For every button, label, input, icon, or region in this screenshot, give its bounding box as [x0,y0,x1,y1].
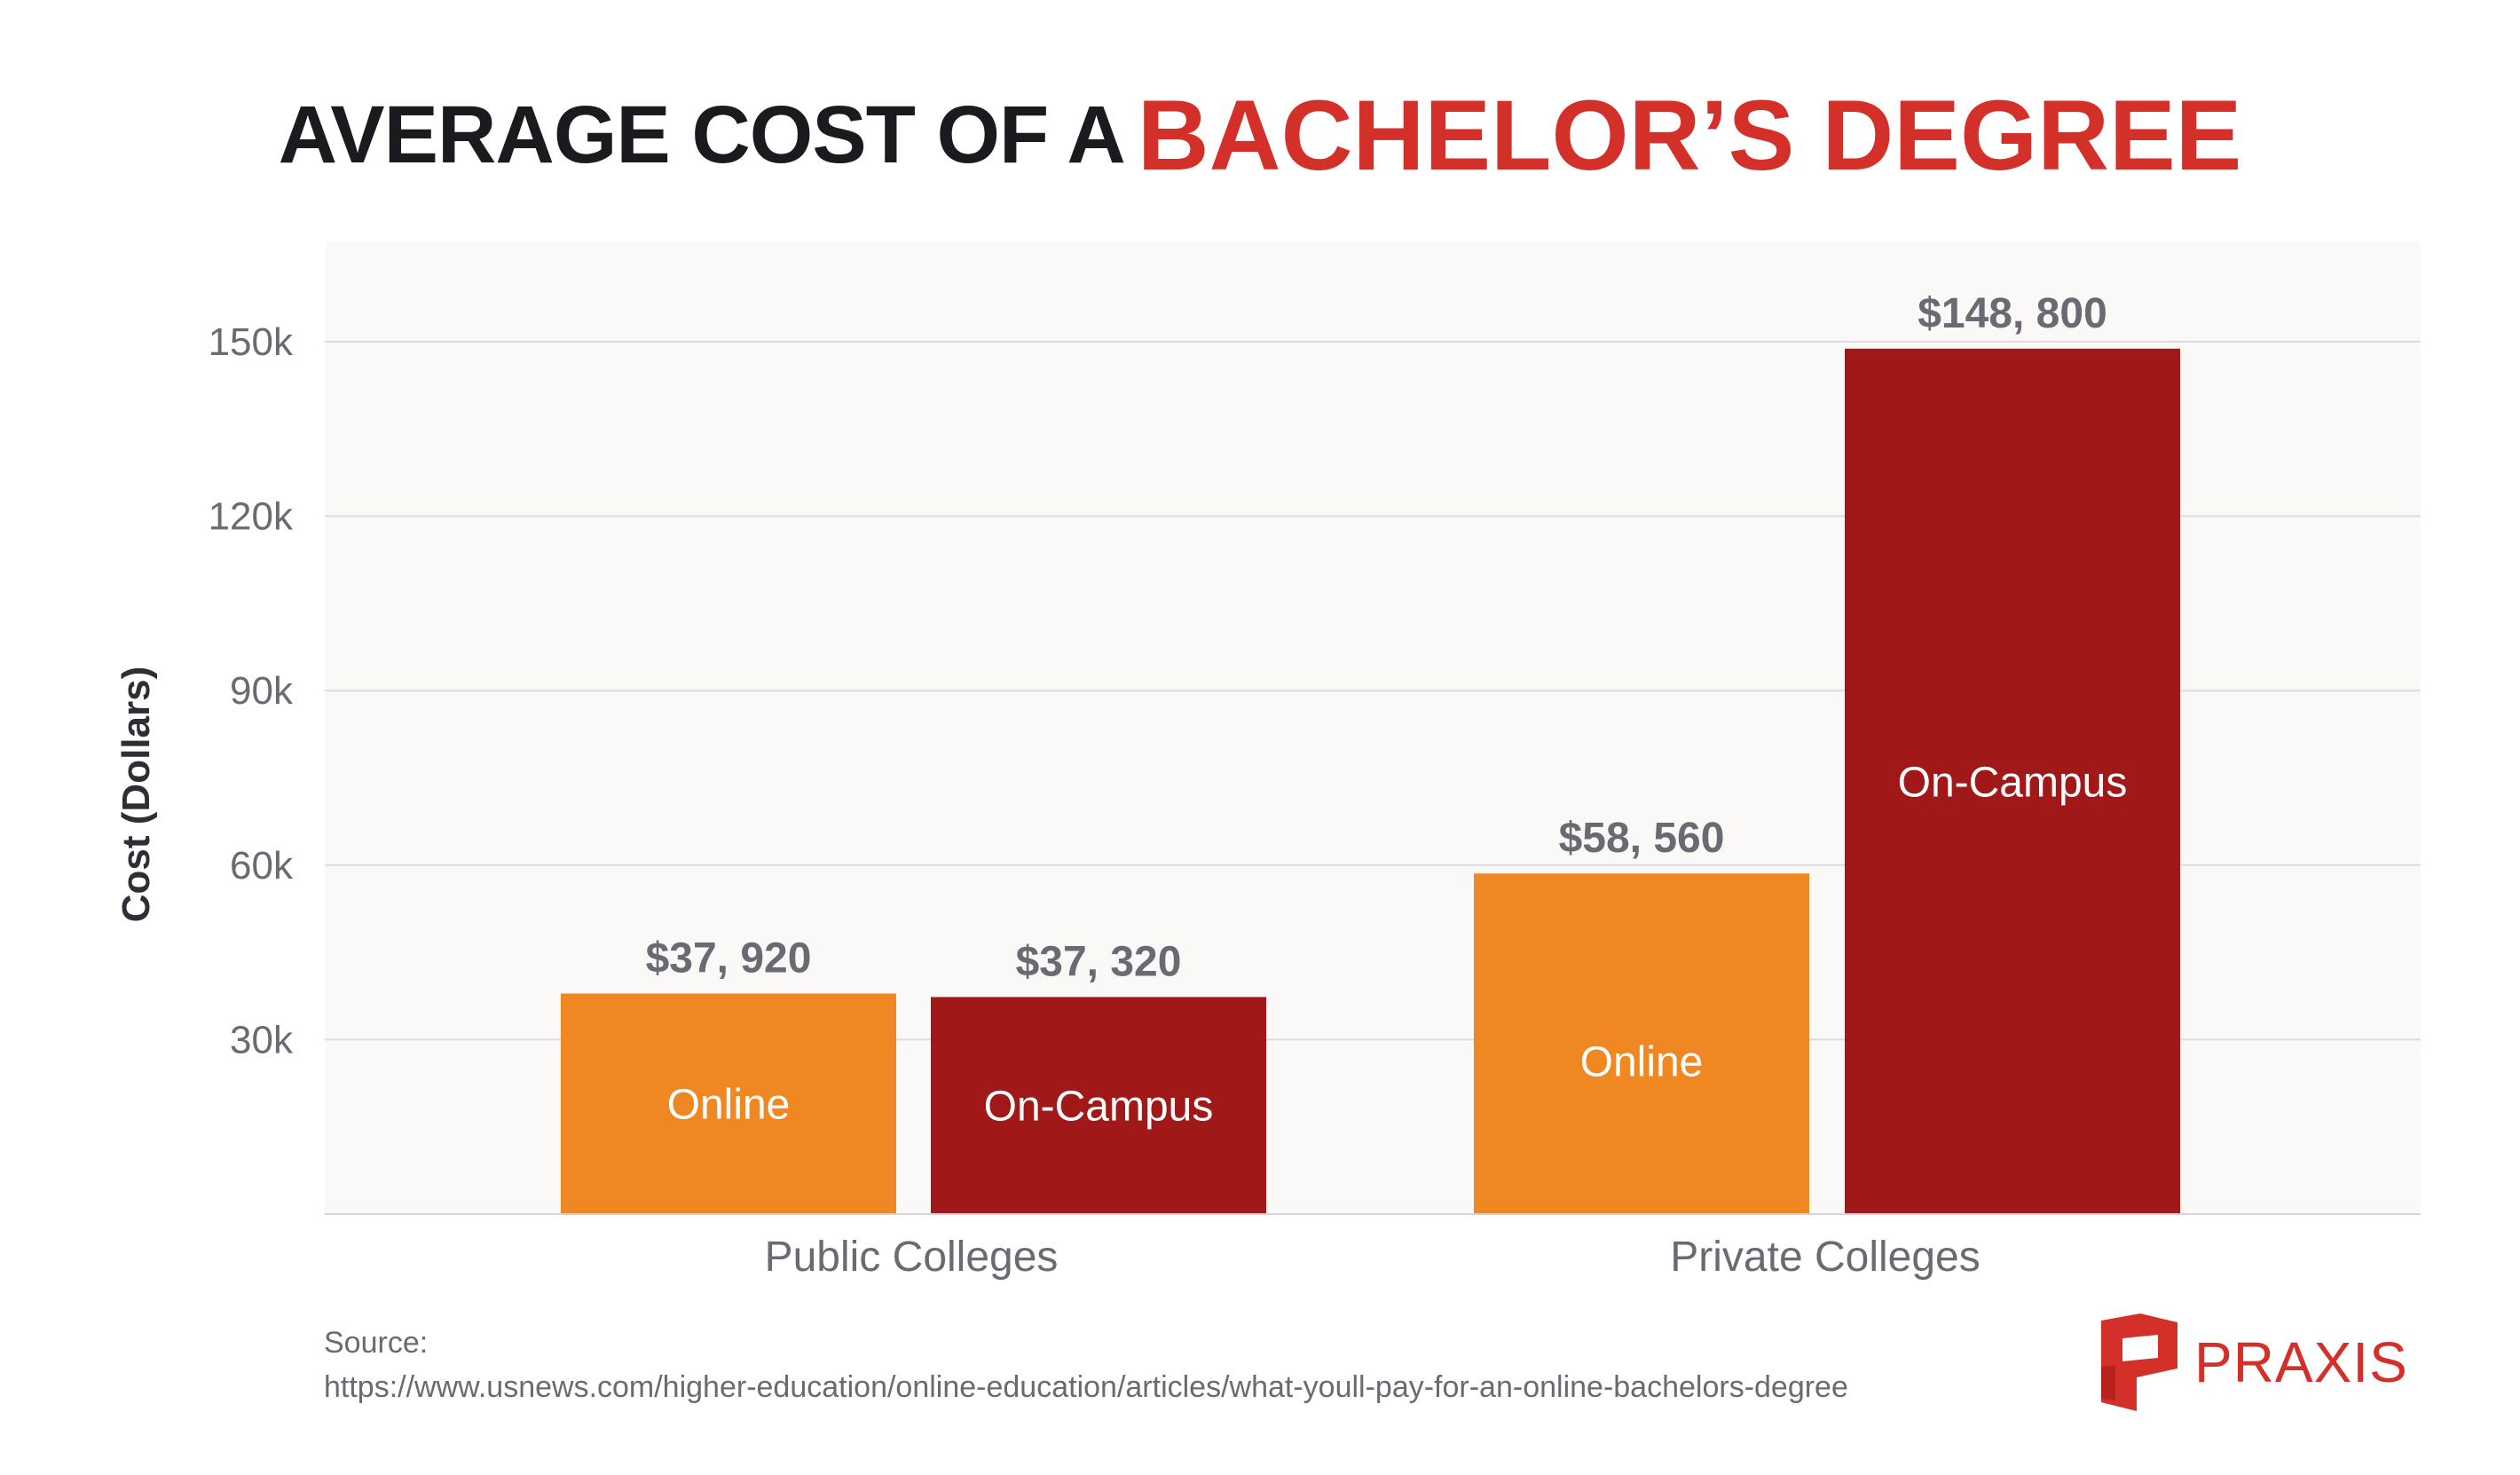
source-note: Source: https://www.usnews.com/higher-ed… [324,1321,1848,1409]
y-axis-label: Cost (Dollars) [114,667,158,922]
source-url: https://www.usnews.com/higher-education/… [324,1370,1848,1404]
bars: $37, 920 Online $58, 560 Online $37, 320 On-C… [561,290,2180,1214]
y-tick-label: 120k [209,495,294,539]
x-category-label: Public Colleges [765,1234,1059,1281]
source-label: Source: [324,1326,429,1360]
praxis-logo: PRAXIS [2096,1312,2433,1418]
x-category-label: Private Colleges [1670,1234,1981,1281]
x-axis-categories: Public Colleges Private Colleges [765,1234,1981,1281]
title-part-2: BACHELOR’S DEGREE [1137,80,2242,191]
bar-value-label: $58, 560 [1559,815,1725,862]
bar-online-public [561,993,896,1214]
chart-title: AVERAGE COST OF A BACHELOR’S DEGREE [0,78,2520,193]
title-part-1: AVERAGE COST OF A [278,90,1126,180]
bar-series-label: Online [667,1082,791,1129]
bar-on-campus-private [1845,348,2180,1214]
y-tick-label: 60k [230,844,294,887]
y-tick-label: 30k [230,1018,294,1061]
bar-series-label: On-Campus [984,1084,1214,1131]
bar-online-private [1474,873,1809,1214]
bar-value-label: $37, 320 [1016,938,1182,985]
bar-series-label: On-Campus [1898,759,2128,806]
bar-series-label: Online [1580,1038,1704,1085]
y-axis-ticks: 30k 60k 90k 120k 150k [209,320,294,1061]
praxis-logo-icon [2101,1313,2177,1411]
logo-text: PRAXIS [2194,1330,2408,1394]
y-tick-label: 150k [209,320,294,364]
bar-on-campus-public [931,997,1266,1214]
y-tick-label: 90k [230,669,294,713]
bar-value-label: $37, 920 [646,935,812,982]
bar-value-label: $148, 800 [1918,290,2107,337]
